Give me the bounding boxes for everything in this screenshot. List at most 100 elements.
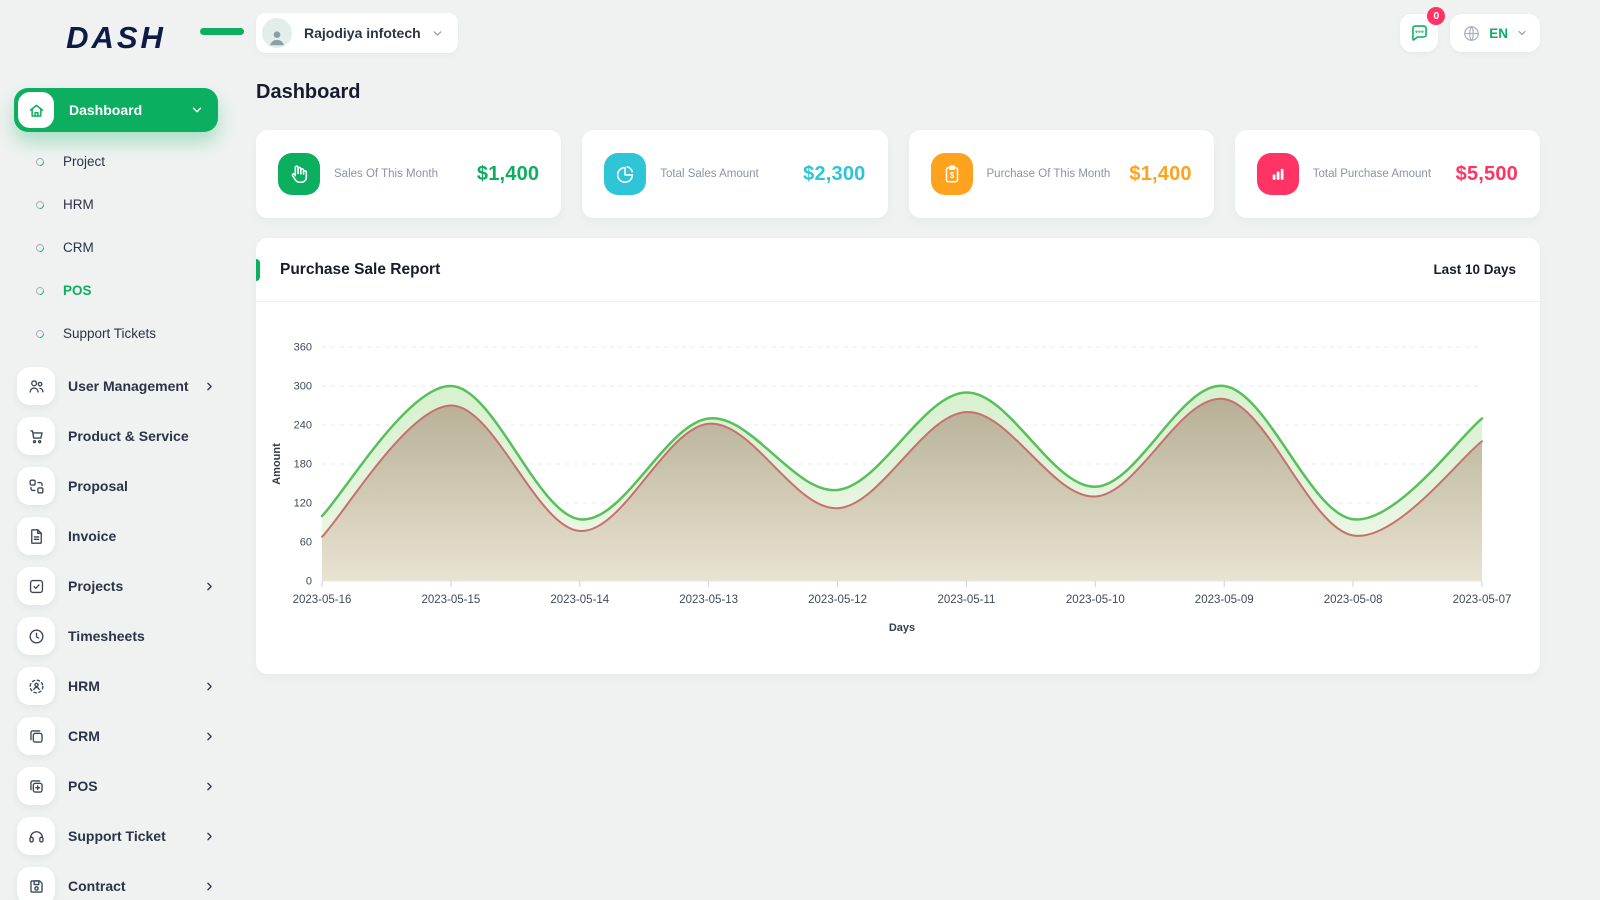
svg-text:360: 360 xyxy=(294,342,312,354)
sidebar-subitem-crm[interactable]: CRM xyxy=(0,226,232,269)
cart-icon xyxy=(17,417,55,455)
sidebar-item-timesheets[interactable]: Timesheets xyxy=(0,611,232,661)
sidebar-item-contract[interactable]: Contract xyxy=(0,861,232,900)
sidebar-item-label: User Management xyxy=(68,378,189,394)
topbar: Rajodiya infotech 0 EN xyxy=(256,7,1540,54)
company-selector[interactable]: Rajodiya infotech xyxy=(256,13,458,53)
sidebar-item-label: Proposal xyxy=(68,478,128,494)
invoice-file-icon xyxy=(17,517,55,555)
main-content: Rajodiya infotech 0 EN Dashboard Sales O… xyxy=(232,0,1600,674)
sidebar-item-support-ticket[interactable]: Support Ticket xyxy=(0,811,232,861)
stat-card-total-purchase: Total Purchase Amount $5,500 xyxy=(1234,130,1540,218)
chevron-down-icon xyxy=(190,103,204,117)
sidebar-subitem-project-label: Project xyxy=(63,154,106,169)
brand-logo-text: DASH xyxy=(66,19,166,55)
sidebar-subitem-support-tickets-label: Support Tickets xyxy=(63,326,157,341)
dashboard-submenu: Project HRM CRM POS Support Tickets xyxy=(0,140,232,355)
svg-text:60: 60 xyxy=(300,537,312,549)
svg-text:Amount: Amount xyxy=(271,443,283,485)
svg-text:Days: Days xyxy=(889,622,915,634)
stat-label: Sales Of This Month xyxy=(334,167,438,180)
stat-value: $5,500 xyxy=(1455,162,1518,185)
svg-text:2023-05-13: 2023-05-13 xyxy=(679,594,738,606)
chevron-right-icon xyxy=(203,780,216,793)
stat-label: Total Purchase Amount xyxy=(1312,167,1432,180)
bullet-icon xyxy=(34,327,46,340)
bullet-icon xyxy=(34,198,46,211)
stat-value: $1,400 xyxy=(476,162,540,185)
overlap-squares-icon xyxy=(17,717,55,755)
stat-label: Purchase Of This Month xyxy=(986,167,1111,180)
page-title: Dashboard xyxy=(256,81,361,103)
sidebar-item-label: HRM xyxy=(68,678,100,694)
home-icon xyxy=(18,92,54,128)
sidebar-item-product-service[interactable]: Product & Service xyxy=(0,411,232,461)
sidebar-subitem-hrm[interactable]: HRM xyxy=(0,183,232,226)
sidebar-item-label: Contract xyxy=(68,878,126,894)
avatar xyxy=(262,18,292,48)
contract-save-icon xyxy=(17,867,55,900)
chevron-right-icon xyxy=(203,680,216,693)
svg-text:2023-05-12: 2023-05-12 xyxy=(808,594,867,606)
sidebar-item-user-management[interactable]: User Management xyxy=(0,361,232,411)
sidebar-item-label: CRM xyxy=(68,728,100,744)
headset-icon xyxy=(17,817,55,855)
bullet-icon xyxy=(34,155,46,168)
svg-text:2023-05-11: 2023-05-11 xyxy=(937,594,995,606)
sidebar-item-label: POS xyxy=(68,778,98,794)
sidebar-item-dashboard[interactable]: Dashboard xyxy=(14,88,218,132)
report-title: Purchase Sale Report xyxy=(280,260,441,278)
svg-text:300: 300 xyxy=(294,381,312,393)
svg-text:2023-05-09: 2023-05-09 xyxy=(1195,594,1254,606)
svg-text:2023-05-10: 2023-05-10 xyxy=(1066,594,1125,606)
chevron-right-icon xyxy=(203,880,216,893)
svg-text:2023-05-08: 2023-05-08 xyxy=(1324,594,1383,606)
stat-card-total-sales: Total Sales Amount $2,300 xyxy=(582,130,888,218)
sidebar-item-proposal[interactable]: Proposal xyxy=(0,461,232,511)
sidebar: DASH Dashboard Project HRM CRM POS Suppo… xyxy=(0,0,244,900)
pie-chart-icon xyxy=(604,153,647,195)
bullet-icon xyxy=(34,284,46,297)
accent-bar xyxy=(256,259,260,281)
purchase-sale-area-chart: 0 60 120 180 240 300 360 2023-05-16 2023-05-15 20… xyxy=(256,302,1540,674)
svg-text:0: 0 xyxy=(306,576,312,588)
topbar-controls: 0 EN xyxy=(1400,7,1540,52)
person-orbit-icon xyxy=(17,667,55,705)
sidebar-subitem-support-tickets[interactable]: Support Tickets xyxy=(0,312,232,355)
chat-icon xyxy=(1411,24,1427,41)
chevron-right-icon xyxy=(203,580,216,593)
language-selector[interactable]: EN xyxy=(1450,14,1540,52)
sidebar-item-label: Invoice xyxy=(68,528,117,544)
sidebar-item-label: Support Ticket xyxy=(68,828,166,844)
sidebar-item-crm[interactable]: CRM xyxy=(0,711,232,761)
purchase-sale-report-card: Purchase Sale Report Last 10 Days 0 60 120… xyxy=(256,238,1540,674)
sidebar-subitem-pos[interactable]: POS xyxy=(0,269,232,312)
sidebar-subitem-project[interactable]: Project xyxy=(0,140,232,183)
brand-logo[interactable]: DASH xyxy=(0,12,244,62)
sidebar-item-invoice[interactable]: Invoice xyxy=(0,511,232,561)
svg-text:$: $ xyxy=(949,171,954,180)
svg-text:2023-05-15: 2023-05-15 xyxy=(421,594,480,606)
messages-button[interactable]: 0 xyxy=(1400,7,1446,52)
sidebar-item-dashboard-label: Dashboard xyxy=(69,102,143,118)
overlap-squares-plus-icon xyxy=(17,767,55,805)
sidebar-item-projects[interactable]: Projects xyxy=(0,561,232,611)
chevron-right-icon xyxy=(203,830,216,843)
chevron-down-icon xyxy=(431,27,444,40)
users-icon xyxy=(17,367,55,405)
bullet-icon xyxy=(34,241,46,254)
stat-cards: Sales Of This Month $1,400 Total Sales A… xyxy=(256,130,1540,218)
bar-chart-icon xyxy=(1256,153,1299,195)
svg-text:180: 180 xyxy=(294,459,312,471)
chevron-right-icon xyxy=(203,730,216,743)
sidebar-item-label: Projects xyxy=(68,578,124,594)
stat-card-sales-month: Sales Of This Month $1,400 xyxy=(256,130,562,218)
clipboard-dollar-icon: $ xyxy=(930,153,973,195)
checkbox-icon xyxy=(17,567,55,605)
swap-boxes-icon xyxy=(17,467,55,505)
svg-text:2023-05-14: 2023-05-14 xyxy=(550,594,609,606)
sidebar-item-pos[interactable]: POS xyxy=(0,761,232,811)
chevron-right-icon xyxy=(203,380,216,393)
sidebar-item-hrm[interactable]: HRM xyxy=(0,661,232,711)
report-header: Purchase Sale Report Last 10 Days xyxy=(256,238,1540,302)
